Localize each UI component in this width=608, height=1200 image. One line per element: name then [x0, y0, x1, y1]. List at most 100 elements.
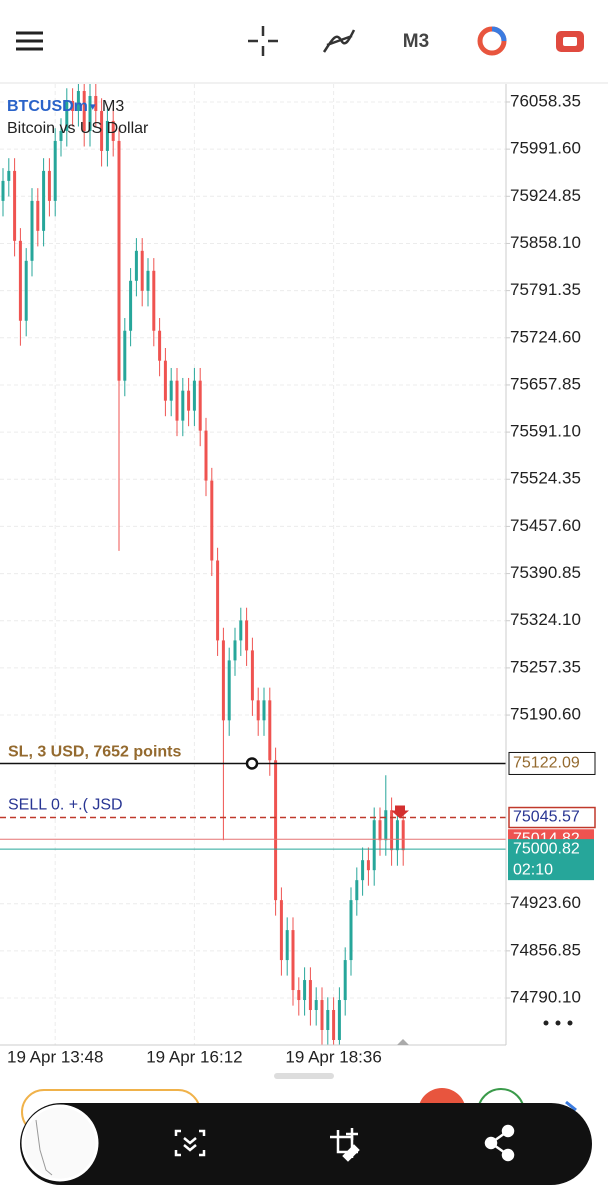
- candle-body: [378, 820, 382, 841]
- y-tick-label: 75390.85: [510, 563, 581, 582]
- candle-body: [337, 1000, 341, 1040]
- y-tick-label: 75457.60: [510, 516, 581, 535]
- timeframe-button[interactable]: M3: [403, 31, 429, 52]
- y-tick-label: 75257.35: [510, 657, 581, 676]
- candle-body: [216, 560, 220, 641]
- candle-body: [262, 700, 266, 721]
- bar-countdown: 02:10: [513, 861, 553, 878]
- trade-button[interactable]: [556, 31, 584, 52]
- candle-body: [221, 640, 225, 721]
- candle-body: [152, 270, 156, 331]
- y-tick-label: 75657.85: [510, 374, 581, 393]
- candle-body: [239, 620, 243, 641]
- y-tick-label: 75791.35: [510, 280, 581, 299]
- candle-body: [326, 1010, 330, 1030]
- more-button[interactable]: [543, 1020, 573, 1026]
- candle-body: [129, 280, 133, 331]
- candle-body: [320, 1000, 324, 1030]
- candle-body: [181, 390, 185, 421]
- candle-body: [59, 130, 63, 141]
- candle-body: [268, 700, 272, 761]
- expand-button-partial[interactable]: [565, 1100, 577, 1112]
- candle-body: [146, 270, 150, 291]
- candle-body: [314, 1000, 318, 1011]
- y-tick-label: 75591.10: [510, 422, 581, 441]
- bid-price-box: [508, 839, 594, 881]
- y-tick-label: 75524.35: [510, 469, 581, 488]
- time-axis: 19 Apr 13:48 19 Apr 16:12 19 Apr 18:36: [7, 1047, 382, 1066]
- candle-body: [384, 810, 388, 841]
- crosshair-button[interactable]: [248, 26, 278, 56]
- candle-body: [7, 170, 11, 181]
- candle-body: [390, 810, 394, 851]
- candle-body: [285, 930, 289, 961]
- candle-body: [163, 360, 167, 401]
- candle-body: [245, 620, 249, 651]
- candle-body: [308, 980, 312, 1011]
- candle-body: [349, 900, 353, 961]
- candle-body: [332, 1010, 336, 1040]
- candle-body: [140, 250, 144, 291]
- stop-loss-label: SL, 3 USD, 7652 points: [8, 744, 181, 761]
- candle-body: [279, 900, 283, 961]
- candle-body: [198, 380, 202, 431]
- candle-body: [204, 430, 208, 481]
- candle-body: [187, 390, 191, 411]
- scroll-marker: [397, 1039, 409, 1045]
- candle-body: [192, 380, 196, 411]
- screenshot-thumbnail[interactable]: [21, 1104, 99, 1182]
- y-tick-label: 74856.85: [510, 940, 581, 959]
- grid: [0, 84, 506, 1045]
- color-scheme-button[interactable]: [477, 26, 507, 56]
- order-price-box: [508, 806, 596, 829]
- candle-body: [30, 200, 34, 261]
- candle-body: [395, 820, 399, 851]
- stop-loss-handle[interactable]: [245, 757, 259, 770]
- candle-body: [134, 250, 138, 281]
- screenshot-toolbar-bg: [20, 1103, 592, 1185]
- candle-body: [169, 380, 173, 401]
- order-price: 75045.57: [513, 809, 580, 826]
- candle-body: [24, 260, 28, 321]
- scroll-capture-button[interactable]: [174, 1129, 206, 1157]
- chart-timeframe: M3: [102, 98, 124, 115]
- candle-body: [361, 860, 365, 881]
- levels: SL, 3 USD, 7652 points 75122.09 SELL 0. +.…: [0, 744, 596, 881]
- candle-body: [372, 820, 376, 871]
- candle-body: [105, 120, 109, 151]
- crop-edit-button[interactable]: [330, 1128, 360, 1162]
- y-tick-label: 75324.10: [510, 610, 581, 629]
- sell-arrow: [391, 805, 409, 819]
- candle-body: [36, 200, 40, 231]
- symbol-description: Bitcoin vs US Dollar: [7, 120, 149, 137]
- y-tick-label: 76058.35: [510, 91, 581, 110]
- candle-body: [274, 760, 278, 901]
- candle-body: [343, 960, 347, 1001]
- candle-body: [256, 700, 260, 721]
- candle-body: [76, 90, 80, 111]
- bid-price: 75000.82: [513, 840, 580, 857]
- drag-handle[interactable]: [274, 1073, 334, 1079]
- candle-body: [227, 660, 231, 721]
- symbol-dropdown[interactable]: ▾: [90, 101, 96, 113]
- x-tick-label: 19 Apr 18:36: [285, 1047, 381, 1066]
- candle-body: [47, 170, 51, 201]
- top-toolbar: M3: [0, 26, 608, 84]
- y-tick-label: 75724.60: [510, 327, 581, 346]
- candle-body: [366, 860, 370, 871]
- stop-loss-price: 75122.09: [513, 755, 580, 772]
- candle-body: [291, 930, 295, 991]
- menu-button[interactable]: [16, 31, 43, 51]
- candle-body: [111, 120, 115, 141]
- candles: [1, 84, 405, 1045]
- candle-body: [297, 990, 301, 1001]
- share-button[interactable]: [484, 1124, 515, 1162]
- candle-body: [233, 640, 237, 661]
- indicators-button[interactable]: [322, 29, 356, 53]
- symbol[interactable]: BTCUSDm: [7, 98, 88, 115]
- candle-body: [210, 480, 214, 561]
- x-tick-label: 19 Apr 16:12: [146, 1047, 242, 1066]
- stop-loss-price-box: [508, 751, 596, 775]
- candle-body: [158, 330, 162, 361]
